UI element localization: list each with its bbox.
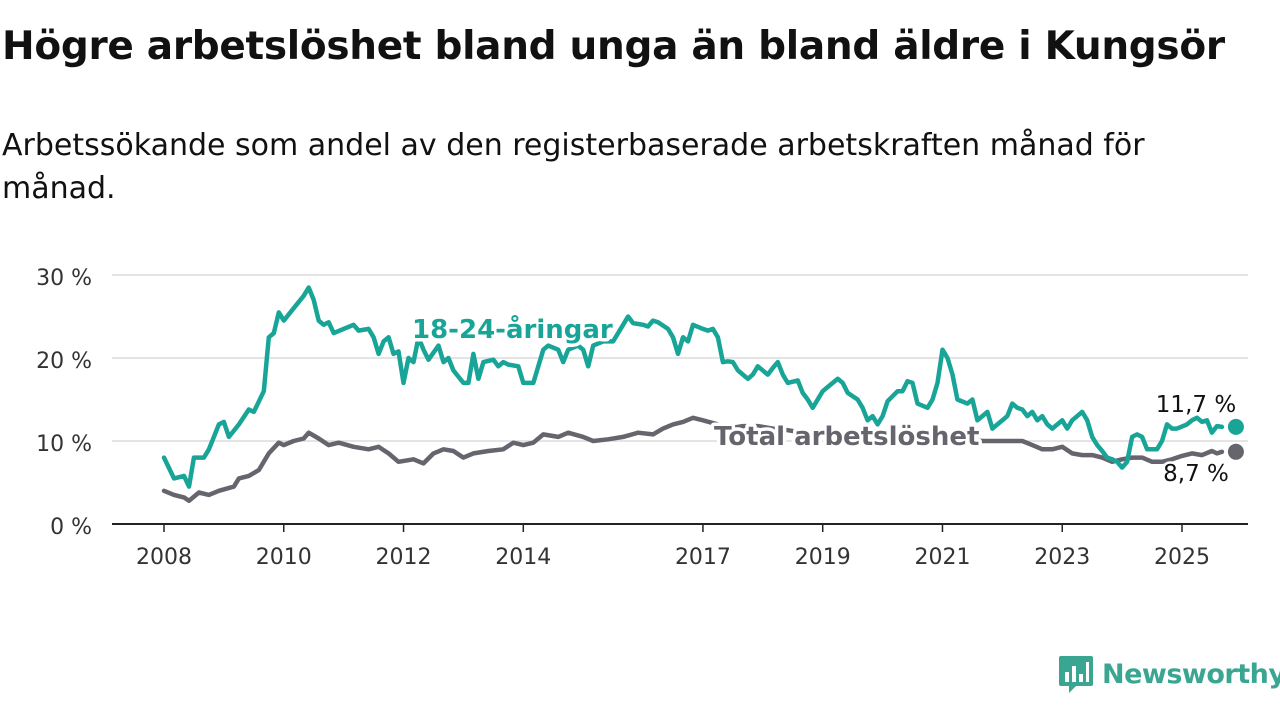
youth-end-marker [1227,418,1244,435]
youth-end-value-label: 11,7 % [1156,392,1236,418]
y-tick-label: 30 % [36,266,92,291]
x-tick-label: 2025 [1154,545,1210,570]
x-tick-label: 2023 [1034,545,1090,570]
x-tick-label: 2012 [376,545,432,570]
x-tick-label: 2021 [914,545,970,570]
x-tick-label: 2008 [136,545,192,570]
series-lines [161,285,1244,504]
x-axis-ticks: 2008 2010 2012 2014 2017 2019 2021 2023 2025 [112,523,1248,570]
x-tick-label: 2019 [795,545,851,570]
youth-series-line [161,285,1225,489]
y-axis-ticks: 0 % 10 % 20 % 30 % [36,266,92,540]
total-end-value-label: 8,7 % [1163,461,1229,487]
chart-title: Högre arbetslöshet bland unga än bland ä… [2,24,1225,69]
newsworthy-logo: Newsworthy [1058,654,1280,694]
total-end-marker [1227,443,1244,460]
x-tick-label: 2010 [256,545,312,570]
chart-subtitle: Arbetssökande som andel av den registerb… [2,128,1145,206]
total-series-line [161,415,1225,504]
y-tick-label: 10 % [36,432,92,457]
y-tick-label: 0 % [50,515,92,540]
bar-chart-icon [1059,656,1093,693]
brand-name: Newsworthy [1102,658,1280,690]
total-series-label: Total arbetslöshet [714,422,979,452]
y-tick-label: 20 % [36,349,92,374]
x-tick-label: 2017 [675,545,731,570]
series-labels: 18-24-åringar Total arbetslöshet 11,7 % 8,7… [409,310,1239,490]
youth-series-label: 18-24-åringar [412,313,613,345]
x-tick-label: 2014 [495,545,551,570]
